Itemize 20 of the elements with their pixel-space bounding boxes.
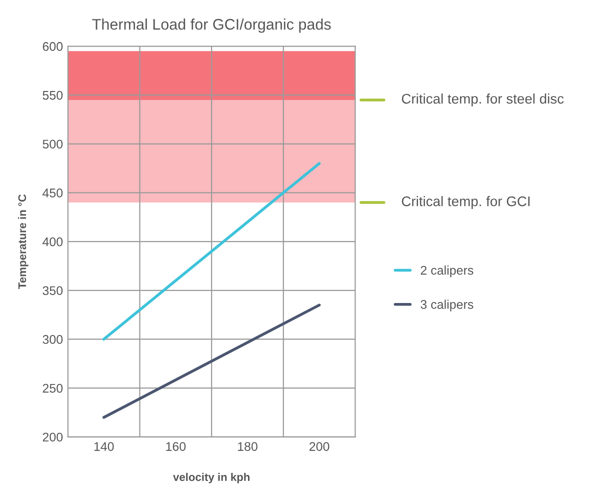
y-tick-label: 200 (42, 432, 63, 442)
y-tick-label: 600 (42, 42, 63, 51)
x-axis-title: velocity in kph (173, 472, 250, 484)
legend-label: 2 calipers (420, 266, 474, 278)
y-tick-label: 250 (42, 384, 63, 393)
y-tick-label: 450 (42, 188, 63, 198)
x-tick-label: 180 (238, 442, 258, 451)
y-tick-label: 350 (42, 286, 63, 296)
chart-title: Thermal Load for GCI/organic pads (92, 18, 331, 33)
y-tick-label: 550 (42, 90, 63, 100)
y-tick-label: 400 (42, 237, 63, 246)
legend-label: 3 calipers (420, 300, 474, 312)
ref-line-label: Critical temp. for GCI (402, 196, 530, 209)
x-tick-label: 140 (94, 442, 114, 451)
y-tick-label: 500 (42, 140, 63, 149)
ref-line-label: Critical temp. for steel disc (402, 93, 564, 106)
y-axis-title: Temperature in °C (18, 194, 28, 289)
x-tick-label: 160 (166, 442, 186, 451)
x-tick-label: 200 (310, 442, 330, 451)
y-tick-label: 300 (42, 335, 63, 344)
